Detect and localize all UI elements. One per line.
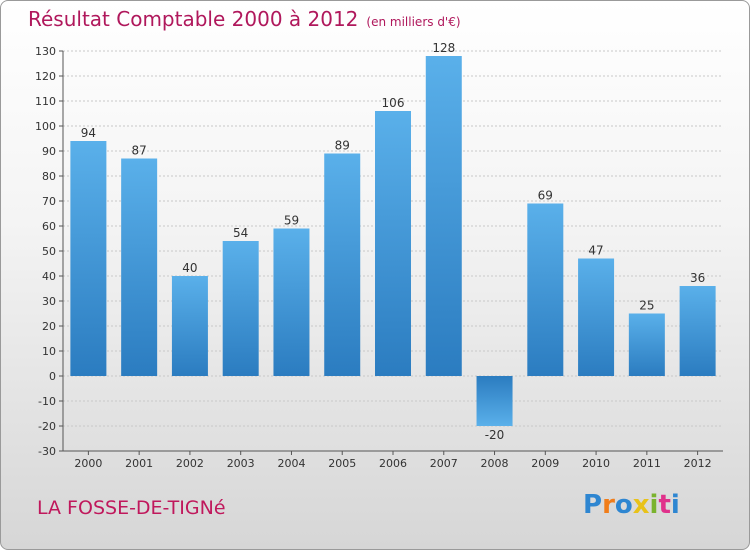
bar-2005 [324, 153, 361, 376]
bar-2002 [171, 276, 208, 376]
x-tick-label-2006: 2006 [379, 457, 407, 470]
bar-2011 [628, 313, 665, 376]
x-tick-label-2008: 2008 [481, 457, 509, 470]
bar-2008 [476, 376, 513, 426]
value-label-2005: 89 [335, 139, 350, 153]
x-tick-label-2005: 2005 [328, 457, 356, 470]
x-tick-label-2011: 2011 [633, 457, 661, 470]
logo-letter: i [670, 490, 680, 520]
value-label-2006: 106 [382, 96, 405, 110]
y-tick-label: 120 [35, 70, 56, 83]
y-tick-label: 40 [42, 270, 56, 283]
value-label-2002: 40 [182, 261, 197, 275]
logo-letter: o [614, 490, 633, 520]
y-axis: -30 -20 -10 0 10 20 30 40 50 60 70 80 90 100 110 120 130 [35, 45, 64, 458]
value-label-2003: 54 [233, 226, 248, 240]
chart-title-text: Résultat Comptable 2000 à 2012 [28, 7, 359, 31]
y-tick-label: 60 [42, 220, 56, 233]
value-label-2004: 59 [284, 214, 299, 228]
y-tick-label: 50 [42, 245, 56, 258]
x-tick-label-2007: 2007 [430, 457, 458, 470]
y-tick-label: 0 [49, 370, 56, 383]
chart-subtitle: (en milliers d'€) [366, 15, 461, 29]
bar-2007 [425, 56, 462, 376]
y-tick-label: 90 [42, 145, 56, 158]
value-label-2000: 94 [81, 126, 96, 140]
value-label-2011: 25 [639, 299, 654, 313]
y-tick-label: 80 [42, 170, 56, 183]
bar-2001 [121, 158, 158, 376]
y-tick-label: -20 [38, 420, 56, 433]
logo-letter: P [583, 490, 603, 520]
logo-letter: x [632, 490, 650, 520]
x-tick-label-2000: 2000 [74, 457, 102, 470]
bar-2000 [70, 141, 107, 376]
logo-letter: r [602, 490, 615, 520]
x-tick-label-2002: 2002 [176, 457, 204, 470]
y-tick-label: 20 [42, 320, 56, 333]
y-tick-label: 10 [42, 345, 56, 358]
bars: 94 87 40 54 59 89 106 128 -20 69 47 25 36 [70, 41, 716, 442]
chart-title: Résultat Comptable 2000 à 2012 (en millie… [28, 7, 461, 31]
commune-name: LA FOSSE-DE-TIGNé [37, 497, 226, 519]
value-label-2009: 69 [538, 189, 553, 203]
bar-2006 [375, 111, 411, 376]
x-tick-label-2001: 2001 [125, 457, 153, 470]
y-tick-label: 110 [35, 95, 56, 108]
y-tick-label: 30 [42, 295, 56, 308]
y-tick-label: -30 [38, 445, 56, 458]
logo-letter: t [658, 490, 671, 520]
y-tick-label: 70 [42, 195, 56, 208]
value-label-2012: 36 [690, 271, 705, 285]
proxiti-logo: Proxiti [583, 490, 680, 520]
y-tick-label: -10 [38, 395, 56, 408]
value-label-2010: 47 [588, 244, 603, 258]
bar-2004 [273, 228, 310, 376]
bar-2009 [527, 203, 564, 376]
value-label-2001: 87 [132, 144, 147, 158]
x-tick-label-2004: 2004 [277, 457, 305, 470]
value-label-2007: 128 [432, 41, 455, 55]
x-tick-label-2009: 2009 [531, 457, 559, 470]
bar-2012 [679, 286, 716, 376]
x-tick-labels: 2000 2001 2002 2003 2004 2005 2006 2007 2008 2009… [63, 450, 723, 470]
y-tick-label: 130 [35, 45, 56, 58]
logo-letter: i [649, 490, 659, 520]
x-tick-label-2012: 2012 [684, 457, 712, 470]
x-tick-label-2003: 2003 [227, 457, 255, 470]
bar-2003 [222, 241, 259, 376]
bar-2010 [578, 258, 615, 376]
x-tick-label-2010: 2010 [582, 457, 610, 470]
value-label-2008: -20 [485, 428, 505, 442]
y-tick-label: 100 [35, 120, 56, 133]
